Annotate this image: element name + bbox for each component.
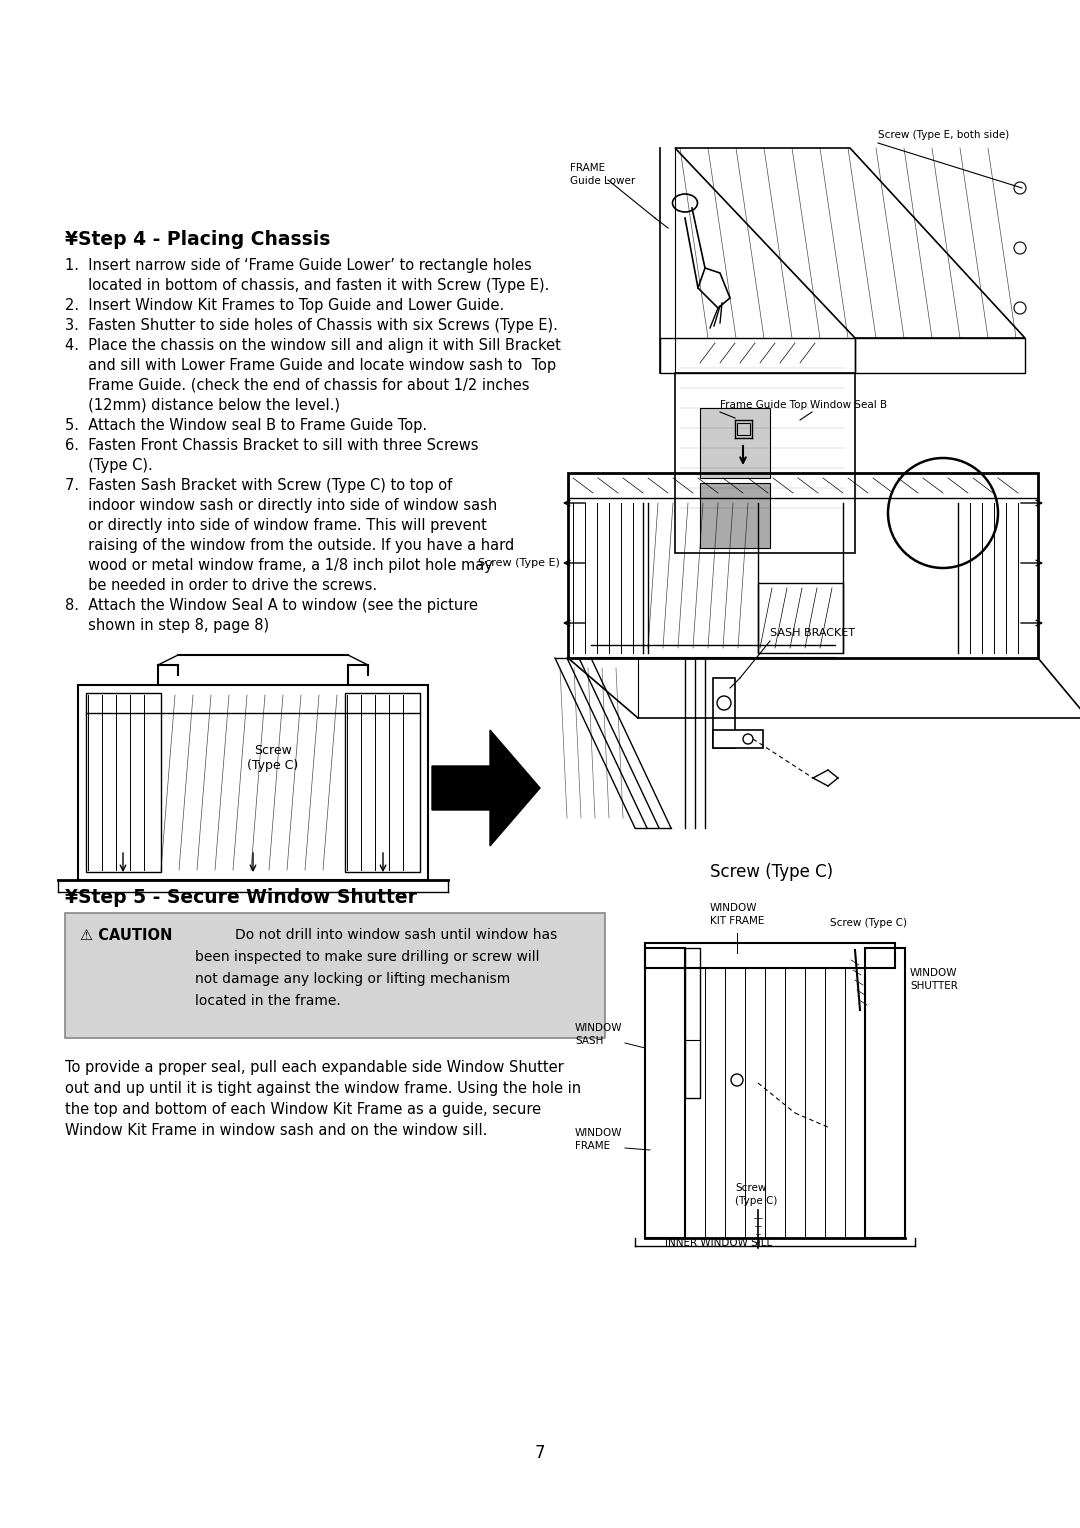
Text: 7.  Fasten Sash Bracket with Screw (Type C) to top of: 7. Fasten Sash Bracket with Screw (Type …: [65, 478, 453, 494]
Bar: [345, 694, 420, 872]
Text: shown in step 8, page 8): shown in step 8, page 8): [65, 617, 269, 633]
Text: KIT FRAME: KIT FRAME: [710, 915, 765, 926]
Text: Screw (Type C): Screw (Type C): [710, 863, 833, 882]
Text: INNER WINDOW SILL: INNER WINDOW SILL: [665, 1238, 772, 1248]
Text: ¥Step 4 - Placing Chassis: ¥Step 4 - Placing Chassis: [65, 231, 330, 249]
Text: (Type C).: (Type C).: [65, 458, 152, 474]
Text: (12mm) distance below the level.): (12mm) distance below the level.): [65, 397, 340, 413]
Text: (Type C): (Type C): [247, 758, 299, 772]
Text: SASH: SASH: [575, 1036, 604, 1047]
Text: Guide Lower: Guide Lower: [570, 176, 635, 186]
Text: 4.  Place the chassis on the window sill and align it with Sill Bracket: 4. Place the chassis on the window sill …: [65, 338, 561, 353]
Bar: [86, 694, 161, 872]
Bar: [737, 423, 750, 435]
Text: not damage any locking or lifting mechanism: not damage any locking or lifting mechan…: [195, 972, 510, 986]
Text: WINDOW: WINDOW: [575, 1024, 622, 1033]
Text: 1.  Insert narrow side of ‘Frame Guide Lower’ to rectangle holes: 1. Insert narrow side of ‘Frame Guide Lo…: [65, 258, 531, 274]
Text: Screw: Screw: [735, 1183, 767, 1193]
Text: ⚠ CAUTION: ⚠ CAUTION: [80, 927, 173, 943]
Text: located in the frame.: located in the frame.: [195, 995, 341, 1008]
Text: WINDOW: WINDOW: [575, 1128, 622, 1138]
Text: out and up until it is tight against the window frame. Using the hole in: out and up until it is tight against the…: [65, 1080, 581, 1096]
Bar: [685, 947, 700, 1099]
Text: indoor window sash or directly into side of window sash: indoor window sash or directly into side…: [65, 498, 497, 513]
Bar: [700, 408, 770, 478]
Text: 2.  Insert Window Kit Frames to Top Guide and Lower Guide.: 2. Insert Window Kit Frames to Top Guide…: [65, 298, 504, 313]
Text: WINDOW: WINDOW: [910, 969, 958, 978]
Text: been inspected to make sure drilling or screw will: been inspected to make sure drilling or …: [195, 950, 540, 964]
Bar: [713, 678, 735, 749]
Text: the top and bottom of each Window Kit Frame as a guide, secure: the top and bottom of each Window Kit Fr…: [65, 1102, 541, 1117]
Bar: [645, 943, 895, 969]
Bar: [865, 947, 905, 1238]
Text: 7: 7: [535, 1444, 545, 1462]
Text: 5.  Attach the Window seal B to Frame Guide Top.: 5. Attach the Window seal B to Frame Gui…: [65, 419, 427, 432]
Text: located in bottom of chassis, and fasten it with Screw (Type E).: located in bottom of chassis, and fasten…: [65, 278, 550, 293]
Bar: [713, 730, 762, 749]
Text: or directly into side of window frame. This will prevent: or directly into side of window frame. T…: [65, 518, 487, 533]
Bar: [645, 947, 685, 1238]
Text: Frame Guide. (check the end of chassis for about 1/2 inches: Frame Guide. (check the end of chassis f…: [65, 377, 529, 393]
Text: WINDOW: WINDOW: [710, 903, 757, 914]
Bar: [675, 373, 855, 553]
Text: Screw (Type E, both side): Screw (Type E, both side): [878, 130, 1009, 141]
Text: Do not drill into window sash until window has: Do not drill into window sash until wind…: [235, 927, 557, 941]
Text: wood or metal window frame, a 1/8 inch pilot hole may: wood or metal window frame, a 1/8 inch p…: [65, 558, 492, 573]
Text: (Type C): (Type C): [735, 1196, 778, 1206]
Text: Window Kit Frame in window sash and on the window sill.: Window Kit Frame in window sash and on t…: [65, 1123, 487, 1138]
Text: be needed in order to drive the screws.: be needed in order to drive the screws.: [65, 578, 377, 593]
Text: To provide a proper seal, pull each expandable side Window Shutter: To provide a proper seal, pull each expa…: [65, 1060, 564, 1076]
Bar: [78, 685, 428, 880]
Text: SHUTTER: SHUTTER: [910, 981, 958, 992]
Text: FRAME: FRAME: [575, 1141, 610, 1151]
Text: Window Seal B: Window Seal B: [810, 400, 887, 410]
Text: ¥Step 5 - Secure Window Shutter: ¥Step 5 - Secure Window Shutter: [65, 888, 417, 908]
Text: raising of the window from the outside. If you have a hard: raising of the window from the outside. …: [65, 538, 514, 553]
Bar: [758, 584, 843, 652]
Polygon shape: [432, 730, 540, 847]
Bar: [700, 483, 770, 549]
Text: SASH BRACKET: SASH BRACKET: [770, 628, 855, 639]
FancyBboxPatch shape: [65, 914, 605, 1038]
Text: 3.  Fasten Shutter to side holes of Chassis with six Screws (Type E).: 3. Fasten Shutter to side holes of Chass…: [65, 318, 558, 333]
Text: and sill with Lower Frame Guide and locate window sash to  Top: and sill with Lower Frame Guide and loca…: [65, 358, 556, 373]
Text: Screw: Screw: [254, 744, 292, 756]
Text: Frame Guide Top: Frame Guide Top: [720, 400, 807, 410]
Text: FRAME: FRAME: [570, 163, 605, 173]
Bar: [568, 474, 1038, 659]
Text: Screw (Type E): Screw (Type E): [478, 558, 561, 568]
Text: 8.  Attach the Window Seal A to window (see the picture: 8. Attach the Window Seal A to window (s…: [65, 597, 478, 613]
Text: 6.  Fasten Front Chassis Bracket to sill with three Screws: 6. Fasten Front Chassis Bracket to sill …: [65, 439, 478, 452]
Text: Screw (Type C): Screw (Type C): [831, 918, 907, 927]
